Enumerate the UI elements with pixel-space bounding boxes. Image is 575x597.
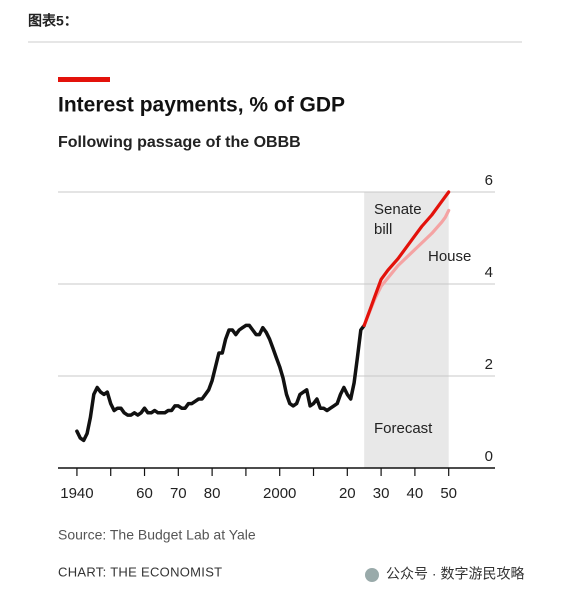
- x-tick-label: 50: [440, 485, 457, 502]
- annotation: Senate bill: [374, 201, 422, 238]
- chart-subtitle: Following passage of the OBBB: [58, 134, 301, 151]
- x-tick-label: 40: [407, 485, 424, 502]
- annotation: Forecast: [374, 420, 433, 437]
- watermark: 公众号 · 数字游民攻略: [386, 566, 524, 582]
- line: [362, 190, 451, 327]
- source: Source: The Budget Lab at Yale: [58, 527, 256, 543]
- forecast-band: [364, 192, 449, 468]
- y-tick-label: 2: [485, 356, 493, 373]
- x-tick-label: 1940: [60, 485, 93, 502]
- header-title: 图表5：: [28, 13, 78, 29]
- plot: 0 2 4 6 1940 60 70 80 2000 20 30 40 50 Senate bill Hous…: [58, 172, 495, 502]
- x-tick-label: 70: [170, 485, 187, 502]
- y-tick-label: 4: [485, 264, 493, 281]
- brand-bar: [58, 77, 110, 82]
- watermark-icon: [365, 568, 379, 582]
- credit: CHART: THE ECONOMIST: [58, 564, 222, 579]
- y-tick-label: 6: [485, 172, 493, 189]
- annotation-line: Senate: [374, 201, 422, 218]
- x-tick-label: 80: [204, 485, 221, 502]
- x-tick-label: 2000: [263, 485, 296, 502]
- line: [75, 323, 366, 443]
- x-tick-label: 20: [339, 485, 356, 502]
- annotation: House: [428, 248, 471, 265]
- x-tick-label: 60: [136, 485, 153, 502]
- chart-title: Interest payments, % of GDP: [58, 94, 345, 117]
- annotation-line: bill: [374, 221, 392, 238]
- y-tick-label: 0: [485, 448, 493, 465]
- x-tick-label: 30: [373, 485, 390, 502]
